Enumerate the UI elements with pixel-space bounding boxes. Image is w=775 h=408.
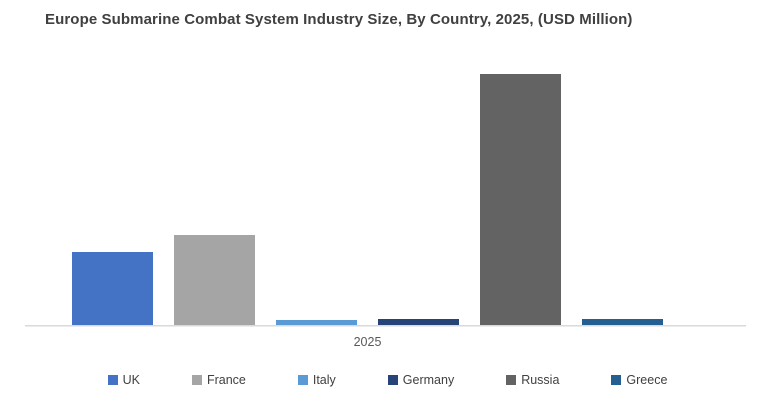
- legend-label-france: France: [206, 373, 246, 387]
- x-axis-tick-label: 2025: [353, 335, 382, 349]
- legend-swatch-italy-icon: [297, 375, 308, 385]
- legend-item-france: France: [191, 373, 246, 387]
- legend-item-russia: Russia: [506, 373, 559, 387]
- legend-label-uk: UK: [122, 373, 140, 387]
- legend-item-uk: UK: [107, 373, 140, 387]
- legend-item-germany: Germany: [387, 373, 455, 387]
- bar-greece: [582, 319, 663, 325]
- bar-france: [174, 235, 255, 325]
- x-axis-line: [25, 325, 746, 326]
- legend-swatch-france-icon: [191, 375, 202, 385]
- legend-item-greece: Greece: [611, 373, 667, 387]
- bar-uk: [72, 252, 153, 325]
- legend: UK France Italy Germany Russia Greece: [0, 373, 775, 387]
- legend-label-germany: Germany: [402, 373, 455, 387]
- chart-title: Europe Submarine Combat System Industry …: [45, 11, 633, 28]
- legend-label-greece: Greece: [626, 373, 668, 387]
- legend-swatch-uk-icon: [107, 375, 118, 385]
- legend-label-italy: Italy: [312, 373, 336, 387]
- bar-germany: [378, 319, 459, 325]
- bar-italy: [276, 320, 357, 325]
- legend-item-italy: Italy: [297, 373, 336, 387]
- legend-label-russia: Russia: [521, 373, 560, 387]
- legend-swatch-greece-icon: [611, 375, 622, 385]
- plot-area: [25, 55, 746, 326]
- bar-russia: [480, 74, 561, 325]
- legend-swatch-germany-icon: [387, 375, 398, 385]
- legend-swatch-russia-icon: [506, 375, 517, 385]
